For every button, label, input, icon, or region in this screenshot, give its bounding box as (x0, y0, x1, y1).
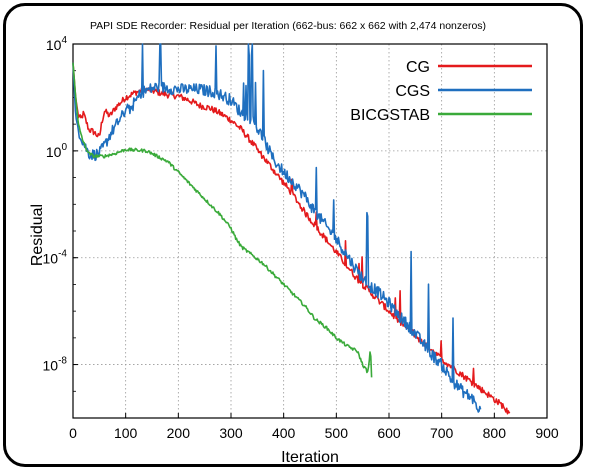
y-axis-label: Residual (29, 204, 46, 266)
x-tick-label: 100 (114, 425, 138, 441)
series-lines (72, 43, 511, 415)
axis-ticks: 0 100 200 300 400 500 600 700 800 900 104 100 10-4 10… (43, 35, 559, 441)
legend: CG CGS BICGSTAB (350, 59, 532, 124)
legend-label-bicgstab: BICGSTAB (350, 107, 430, 124)
plot-area-border (72, 43, 548, 419)
x-tick-label: 700 (430, 425, 454, 441)
y-tick-label: 104 (46, 35, 68, 53)
y-tick-label: 10-4 (43, 249, 68, 267)
series-line-cg (72, 62, 511, 415)
x-tick-label: 600 (377, 425, 401, 441)
grid (73, 44, 547, 418)
x-tick-label: 400 (272, 425, 296, 441)
y-tick-label: 10-8 (43, 356, 68, 374)
x-tick-label: 200 (167, 425, 191, 441)
x-axis-label: Iteration (281, 449, 339, 466)
x-tick-label: 500 (325, 425, 349, 441)
window-frame (3, 3, 583, 467)
chart-title: PAPI SDE Recorder: Residual per Iteratio… (90, 20, 486, 32)
x-tick-label: 900 (535, 425, 559, 441)
series-line-bicgstab (72, 62, 373, 378)
x-tick-label: 0 (69, 425, 77, 441)
legend-label-cgs: CGS (395, 83, 430, 100)
x-tick-label: 300 (219, 425, 243, 441)
legend-label-cg: CG (406, 59, 430, 76)
series-line-cgs (72, 43, 482, 413)
y-tick-label: 100 (46, 142, 68, 160)
x-tick-label: 800 (483, 425, 507, 441)
